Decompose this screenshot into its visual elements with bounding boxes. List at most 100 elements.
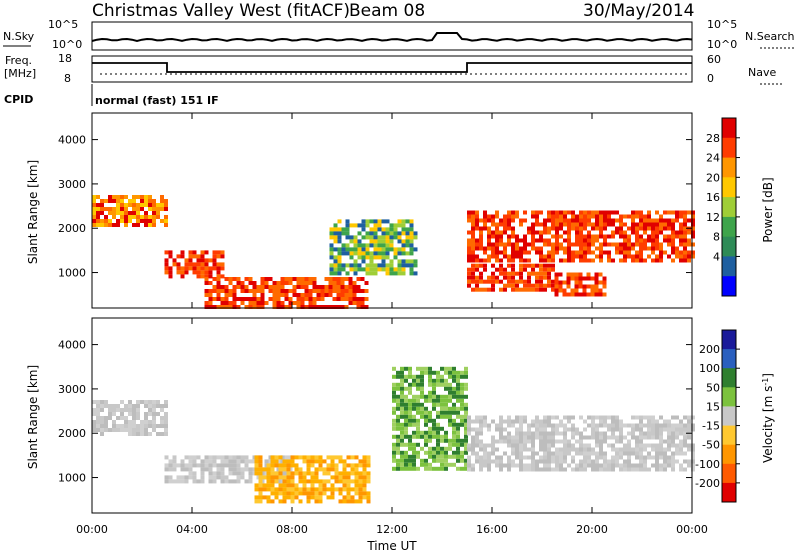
data-cell (467, 463, 471, 468)
data-cell (571, 214, 575, 219)
data-cell (428, 446, 432, 451)
data-cell (444, 438, 448, 443)
data-cell (591, 242, 595, 247)
data-cell (452, 438, 456, 443)
data-cell (412, 422, 416, 427)
data-cell (322, 491, 327, 496)
data-cell (116, 211, 120, 215)
data-cell (204, 459, 209, 464)
data-cell (574, 276, 579, 281)
data-cell (519, 218, 523, 223)
data-cell (575, 254, 579, 259)
data-cell (334, 479, 339, 484)
data-cell (244, 459, 249, 464)
data-cell (306, 491, 311, 496)
data-cell (436, 370, 440, 375)
data-cell (479, 419, 483, 424)
data-cell (570, 276, 575, 281)
data-cell (172, 262, 177, 267)
data-cell (511, 271, 515, 276)
data-cell (337, 227, 342, 232)
data-cell (487, 423, 491, 428)
data-cell (366, 459, 371, 464)
data-cell (555, 234, 559, 239)
data-cell (300, 297, 305, 301)
data-cell (318, 463, 323, 468)
data-cell (595, 443, 599, 448)
data-cell (503, 419, 507, 424)
data-cell (180, 459, 185, 464)
data-cell (547, 254, 551, 259)
data-cell (416, 378, 420, 383)
data-cell (396, 422, 400, 427)
data-cell (342, 463, 347, 468)
data-cell (679, 431, 683, 436)
data-cell (132, 420, 136, 424)
data-cell (333, 247, 338, 252)
data-cell (280, 289, 285, 293)
data-cell (499, 431, 503, 436)
data-cell (615, 439, 619, 444)
data-cell (599, 226, 603, 231)
data-cell (602, 280, 607, 285)
data-cell (204, 266, 209, 271)
data-cell (284, 289, 289, 293)
data-cell (258, 487, 263, 492)
data-cell (551, 423, 555, 428)
data-cell (607, 222, 611, 227)
data-cell (362, 463, 367, 468)
data-cell (663, 463, 667, 468)
data-cell (671, 242, 675, 247)
data-cell (535, 415, 539, 420)
data-cell (140, 207, 144, 211)
data-cell (176, 463, 181, 468)
data-cell (409, 231, 414, 236)
data-cell (336, 277, 341, 281)
data-cell (475, 419, 479, 424)
data-cell (579, 463, 583, 468)
data-cell (651, 463, 655, 468)
data-cell (574, 292, 579, 297)
data-cell (555, 210, 559, 215)
data-cell (603, 250, 607, 255)
data-cell (392, 386, 396, 391)
data-cell (475, 415, 479, 420)
data-cell (314, 455, 319, 460)
data-cell (675, 210, 679, 215)
data-cell (495, 423, 499, 428)
data-cell (152, 215, 156, 219)
data-cell (683, 459, 687, 464)
freq-label-2: [MHz] (4, 67, 36, 80)
data-cell (671, 250, 675, 255)
data-cell (531, 447, 535, 452)
data-cell (240, 289, 245, 293)
data-cell (326, 487, 331, 492)
data-cell (152, 416, 156, 420)
data-cell (344, 297, 349, 301)
data-cell (523, 234, 527, 239)
data-cell (100, 199, 104, 203)
data-cell (254, 487, 259, 492)
data-cell (631, 214, 635, 219)
data-cell (436, 450, 440, 455)
date-label: 30/May/2014 (583, 1, 695, 21)
data-cell (555, 218, 559, 223)
data-cell (164, 262, 169, 267)
data-cell (479, 258, 483, 263)
data-cell (647, 226, 651, 231)
data-cell (675, 214, 679, 219)
data-cell (595, 226, 599, 231)
data-cell (416, 418, 420, 423)
data-cell (400, 410, 404, 415)
data-cell (272, 289, 277, 293)
data-cell (511, 254, 515, 259)
data-cell (531, 263, 535, 268)
data-cell (409, 235, 414, 240)
data-cell (200, 266, 205, 271)
data-cell (627, 467, 631, 472)
data-cell (92, 215, 96, 219)
data-cell (304, 305, 309, 309)
data-cell (385, 267, 390, 272)
data-cell (338, 499, 343, 504)
data-cell (598, 272, 603, 277)
